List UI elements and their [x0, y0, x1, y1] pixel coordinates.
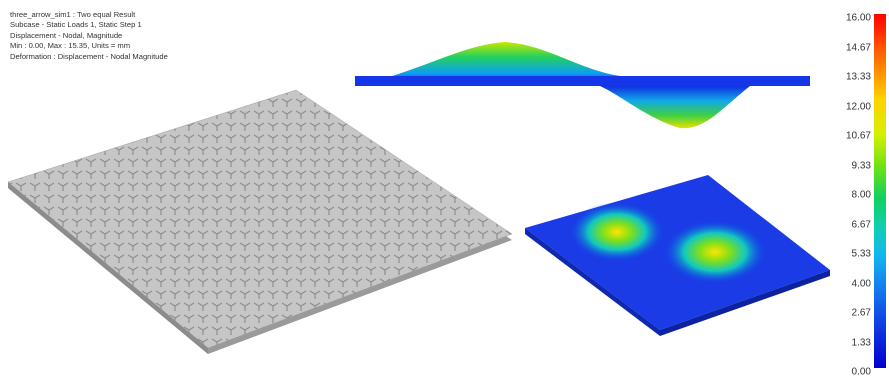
legend-tick-label: 9.33 — [851, 160, 871, 171]
legend-tick-label: 4.00 — [851, 278, 871, 289]
side-deformed-view — [355, 42, 810, 129]
plate-front-edge — [8, 182, 208, 354]
legend-tick-label: 10.67 — [845, 130, 871, 142]
result-title: three_arrow_sim1 : Two equal Result — [10, 10, 136, 19]
hotspot-1 — [569, 202, 665, 262]
downward-bulge — [600, 86, 750, 129]
subcase-label: Subcase - Static Loads 1, Static Step 1 — [10, 20, 142, 30]
legend-tick-label: 2.67 — [851, 307, 871, 319]
legend-tick-label: 5.33 — [851, 248, 871, 260]
legend-tick-label: 1.33 — [851, 337, 871, 348]
contour-plate-front-edge — [525, 228, 660, 336]
legend-tick-label: 14.67 — [845, 42, 871, 53]
legend-tick-label: 8.00 — [851, 189, 871, 201]
legend-tick-label: 6.67 — [851, 219, 871, 230]
hotspot-2 — [663, 220, 767, 284]
result-info-panel: three_arrow_sim1 : Two equal Result Subc… — [10, 10, 168, 62]
legend-tick-label: 16.00 — [845, 12, 871, 24]
undeformed-plate-view — [7, 89, 513, 354]
plate-profile — [355, 76, 810, 86]
result-type-label: Displacement - Nodal, Magnitude — [10, 30, 123, 40]
iso-deformed-view — [525, 175, 830, 336]
legend-tick-label: 12.00 — [845, 101, 871, 112]
min-max-label: Min : 0.00, Max : 15.35, Units = mm — [10, 41, 131, 51]
upward-bulge — [355, 42, 810, 86]
legend-tick-label: 0.00 — [851, 366, 871, 378]
deformation-label: Deformation : Displacement - Nodal Magni… — [10, 51, 168, 61]
contour-plate-side-edge — [660, 270, 830, 336]
displacement-color-scale — [874, 14, 886, 368]
legend-tick-label: 13.33 — [845, 71, 871, 83]
plate-top-surface — [7, 89, 513, 349]
